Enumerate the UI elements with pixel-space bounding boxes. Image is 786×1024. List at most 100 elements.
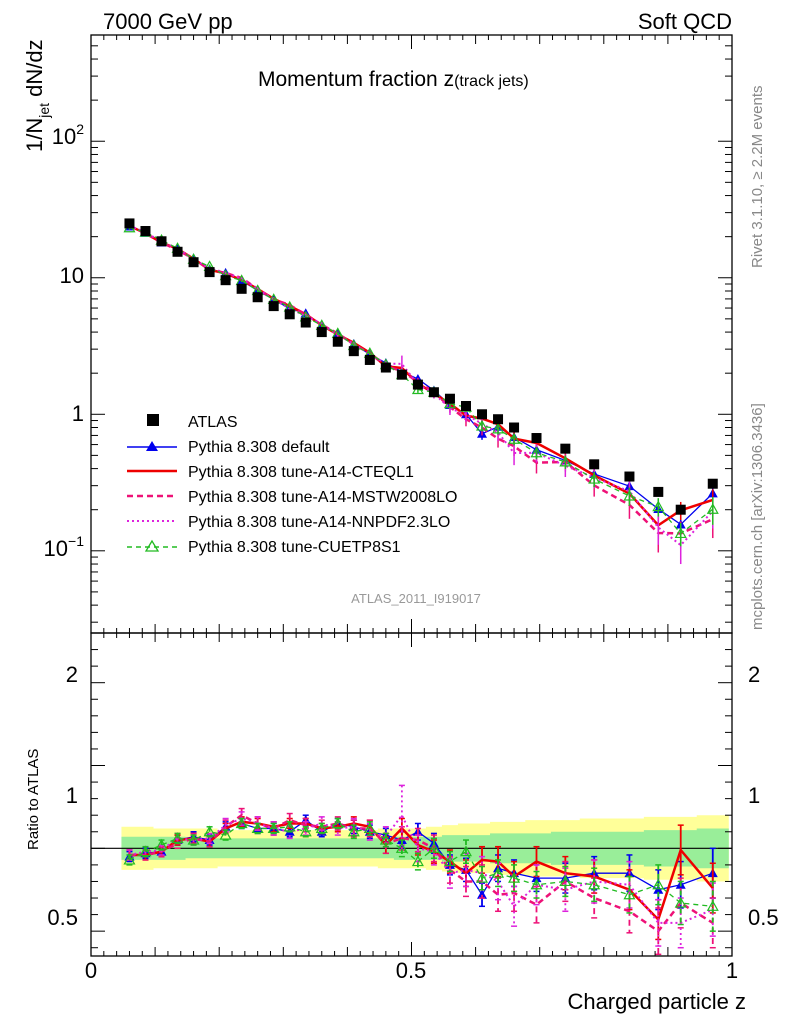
ratio-point-cuetp8s1 [123,853,136,865]
legend-marker-cuetp8s1 [144,539,160,552]
main-point-cuetp8s1 [508,433,521,444]
atlas-point [124,218,135,229]
ratio-point-cuetp8s1 [652,878,665,890]
ratio-tick-1-right: 1 [748,783,760,808]
atlas-point [493,414,504,425]
atlas-point [284,309,295,320]
atlas-point [300,317,311,328]
atlas-point [268,301,279,312]
atlas-point [252,292,263,303]
ratio-point-cuetp8s1 [203,825,216,837]
ratio-tick-0.5: 0.5 [47,905,78,930]
ratio-point-cuetp8s1 [559,875,572,887]
main-point-cuetp8s1 [674,527,687,539]
atlas-point [428,387,439,398]
ratio-tick-2-right: 2 [748,662,760,687]
ratio-point-cuetp8s1 [331,817,344,829]
atlas-point [316,327,327,338]
legend-marker-default [146,441,158,451]
main-point-cuetp8s1 [559,455,572,467]
ratio-frame [90,632,733,957]
ratio-point-cuetp8s1 [443,855,456,867]
ratio-point-cuetp8s1 [706,900,719,911]
ratio-line-default [129,819,713,896]
atlas-point [348,346,359,357]
atlas-point [220,275,231,286]
atlas-point [444,393,455,404]
legend-label-mstw: Pythia 8.308 tune-A14-MSTW2008LO [188,489,457,506]
atlas-point [460,400,471,411]
ratio-point-cuetp8s1 [395,842,408,853]
ratio-point-cuetp8s1 [674,896,687,908]
ratio-axis-ticks [90,633,733,956]
ratio-line-cuetp8s1 [129,822,713,907]
atlas-point [675,504,686,515]
atlas-point [172,246,183,257]
main-point-cuetp8s1 [475,419,489,431]
category-label: Soft QCD [638,9,732,34]
main-panel: Momentum fraction z(track jets) ATLAS_20… [22,34,733,634]
ratio-point-cuetp8s1 [139,845,152,857]
legend-label-cuetp8s1: Pythia 8.308 tune-CUETP8S1 [188,539,401,556]
ratio-point-cuetp8s1 [299,825,312,837]
ratio-point-cuetp8s1 [235,817,248,829]
atlas-point [653,486,664,497]
main-axis-ticks [90,34,733,633]
ratio-point-cuetp8s1 [379,833,392,845]
atlas-point [236,283,247,294]
ratio-point-cuetp8s1 [267,822,280,834]
x-tick-1: 1 [726,958,738,983]
atlas-point [624,471,635,482]
atlas-point [531,433,542,444]
ratio-point-cuetp8s1 [187,833,200,845]
atlas-point [204,267,215,278]
legend-label-cteql1: Pythia 8.308 tune-A14-CTEQL1 [188,464,414,481]
main-point-cuetp8s1 [706,503,719,514]
mcplots-label: mcplots.cern.ch [arXiv:1306.3436] [749,403,766,630]
ratio-point-cuetp8s1 [347,825,360,837]
ratio-point-cuetp8s1 [588,878,601,890]
y-tick-0.1: 10−1 [44,533,85,561]
main-point-cuetp8s1 [623,489,636,501]
atlas-point [380,362,391,373]
main-y-axis-title: 1/Njet dN/dz [22,39,52,152]
atlas-point [156,236,167,247]
legend-label-default: Pythia 8.308 default [188,439,330,456]
atlas-point [560,443,571,454]
ratio-point-default [477,889,488,899]
rivet-label: Rivet 3.1.10, ≥ 2.2M events [749,86,766,269]
main-data-layer [123,218,719,565]
atlas-point [332,336,343,347]
ratio-point-cuetp8s1 [155,838,168,850]
legend-marker-atlas [147,414,159,426]
y-tick-100: 102 [52,121,84,149]
ratio-point-cuetp8s1 [492,866,505,878]
main-point-cuetp8s1 [530,446,543,458]
ratio-panel: Ratio to ATLAS 2 1 0.5 2 1 0.5 0 0.5 1 C… [25,632,779,1014]
x-axis-title: Charged particle z [567,989,746,1014]
atlas-point [707,478,718,489]
plot-title: Momentum fraction z(track jets) [258,68,529,91]
legend-label-atlas: ATLAS [188,414,238,431]
x-tick-0: 0 [85,958,97,983]
atlas-point [364,354,375,365]
ratio-point-cuetp8s1 [315,822,328,834]
atlas-point [509,422,520,433]
ratio-point-cuetp8s1 [411,855,424,867]
atlas-point [589,459,600,470]
ratio-point-cuetp8s1 [623,888,636,900]
atlas-point [412,379,423,390]
legend-label-nnpdf: Pythia 8.308 tune-A14-NNPDF2.3LO [188,514,450,531]
ratio-y-axis-title: Ratio to ATLAS [25,749,42,850]
ratio-point-cuetp8s1 [475,871,489,883]
ratio-point-default [531,873,542,883]
y-tick-1: 1 [72,401,84,426]
legend: ATLAS Pythia 8.308 default Pythia 8.308 … [127,414,457,556]
atlas-point [188,257,199,268]
ratio-data-layer [91,784,732,956]
energy-label: 7000 GeV pp [103,9,233,34]
main-point-cuetp8s1 [652,500,665,512]
ratio-tick-2: 2 [66,662,78,687]
ratio-point-cuetp8s1 [508,871,521,883]
